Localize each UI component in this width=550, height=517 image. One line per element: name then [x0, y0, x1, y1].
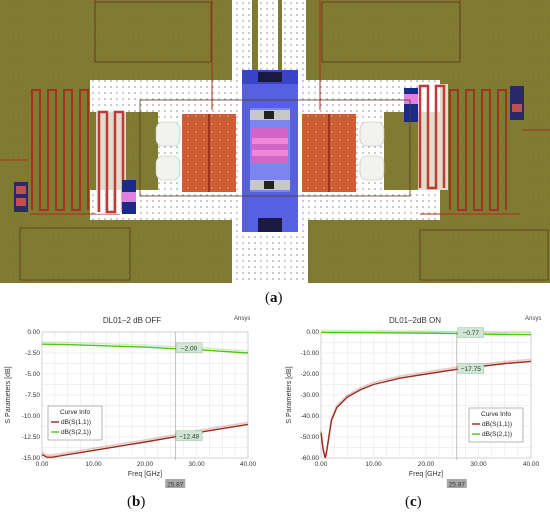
series-shadow: [320, 329, 532, 334]
y-tick-label: -40.00: [301, 413, 320, 420]
y-axis-label: S Parameters [dB]: [286, 366, 293, 423]
chip-layout-diagram: [0, 0, 550, 283]
y-tick-label: -7.50: [25, 392, 40, 399]
x-tick-label: 40.00: [240, 461, 257, 468]
marker-x-box: [165, 479, 186, 488]
series-shadow: [41, 341, 249, 352]
plot-c-brand: Ansys: [525, 316, 542, 322]
y-tick-label: 0.00: [27, 329, 40, 336]
x-tick-label: 0.00: [36, 461, 49, 468]
x-tick-label: 20.00: [418, 461, 435, 468]
marker-s21-label-box: [457, 327, 485, 338]
via-pads: [155, 121, 385, 181]
plot-c: DL01–2dB ON Ansys 0.00 10.00 20.00 30.00 40.…: [285, 316, 545, 488]
marker-x-box: [446, 479, 467, 488]
y-tick-label: -20.00: [301, 371, 320, 378]
gate-fingers-right: [302, 114, 356, 192]
marker-s21-label: −2.00: [181, 345, 198, 352]
series-line-s21: [41, 343, 249, 354]
y-tick-label: -10.00: [22, 413, 41, 420]
marker-s11-label: −17.75: [461, 366, 481, 373]
marker-s21-label-box: [175, 342, 203, 354]
caption-b: (b): [127, 494, 146, 510]
port-pad-right: [510, 86, 524, 120]
plot-c-svg: 0.00 10.00 20.00 30.00 40.00 0.00 -10.00 -20.00…: [286, 327, 540, 489]
marker-s11-label-box: [175, 430, 203, 442]
x-tick-label: 20.00: [137, 461, 154, 468]
marker-s21-label: −0.77: [463, 330, 480, 337]
x-tick-label: 0.00: [315, 461, 328, 468]
legend-title: Curve Info: [60, 409, 90, 416]
plot-c-title: DL01–2dB ON: [388, 316, 442, 325]
legend-item: dB(S(2,1)): [61, 429, 91, 436]
legend-item: dB(S(2,1)): [482, 431, 512, 438]
marker-s11-label-box: [457, 363, 485, 374]
grid: [320, 331, 532, 459]
legend-box: [468, 407, 524, 443]
port-pad-left: [14, 182, 28, 212]
series-shadow: [41, 421, 249, 456]
marker-s11-label: −12.48: [179, 433, 199, 440]
marker-x-label: 25.87: [167, 482, 184, 489]
x-tick-label: 10.00: [85, 461, 102, 468]
legend-title: Curve Info: [481, 411, 511, 418]
y-tick-label: -5.00: [25, 371, 40, 378]
plot-b: DL01–2 dB OFF Ansys 0.00 10.00 20.00 30.00 4…: [2, 316, 262, 488]
caption-c: (c): [405, 494, 422, 510]
y-tick-label: -2.50: [25, 350, 40, 357]
series-line-s11: [41, 423, 249, 458]
plot-b-brand: Ansys: [234, 316, 251, 322]
x-tick-label: 30.00: [470, 461, 487, 468]
series-line-s21: [320, 331, 532, 336]
transistor-core: [242, 70, 298, 232]
plot-b-title: DL01–2 dB OFF: [102, 316, 162, 325]
x-tick-label: 40.00: [523, 461, 540, 468]
legend-item: dB(S(1,1)): [482, 421, 512, 428]
y-tick-label: -30.00: [301, 392, 320, 399]
y-tick-label: -50.00: [301, 434, 320, 441]
x-tick-label: 30.00: [188, 461, 205, 468]
gate-fingers-left: [182, 114, 236, 192]
x-tick-label: 10.00: [365, 461, 382, 468]
y-tick-label: -10.00: [301, 350, 320, 357]
legend-item: dB(S(1,1)): [61, 419, 91, 426]
meander-line-left: [31, 89, 89, 211]
y-tick-label: 0.00: [306, 329, 319, 336]
bias-pad-right: [404, 88, 418, 122]
x-axis-label: Freq [GHz]: [128, 471, 162, 478]
layer-outlines: [19, 1, 549, 281]
legend-box: [47, 405, 103, 441]
meander-line-right: [449, 89, 507, 211]
plot-b-svg: 0.00 10.00 20.00 30.00 40.00 0.00 -2.50 -5.00 -7…: [5, 329, 257, 489]
y-tick-label: -60.00: [301, 455, 320, 462]
bias-pad-left: [122, 180, 136, 214]
y-tick-label: -12.50: [22, 434, 41, 441]
caption-a: (a): [265, 290, 283, 306]
x-axis-label: Freq [GHz]: [409, 471, 443, 478]
y-tick-label: -15.00: [22, 455, 41, 462]
y-axis-label: S Parameters [dB]: [5, 366, 12, 423]
meander-bg-left: [96, 110, 126, 214]
marker-x-label: 25.87: [449, 482, 466, 489]
